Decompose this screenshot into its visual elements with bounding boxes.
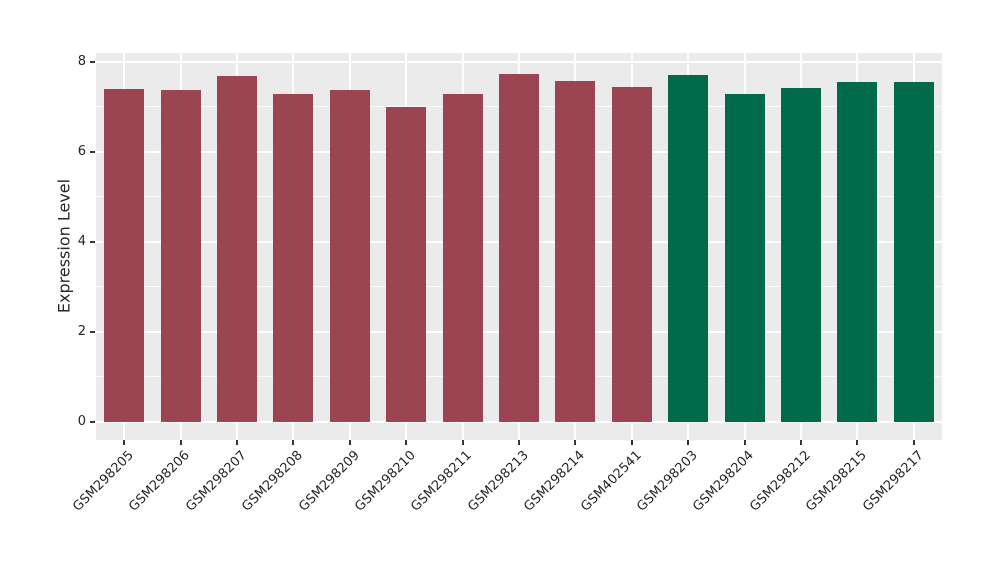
y-axis-tick xyxy=(90,60,95,63)
bar-GSM298207 xyxy=(217,76,257,422)
bar-GSM298210 xyxy=(386,106,427,422)
plot-panel xyxy=(96,53,942,440)
x-axis-tick xyxy=(123,440,126,445)
y-tick-label: 2 xyxy=(77,323,86,339)
bar-GSM298215 xyxy=(837,81,878,422)
x-axis-tick xyxy=(236,440,238,445)
bar-GSM298208 xyxy=(273,93,314,422)
bar-GSM298209 xyxy=(329,90,370,422)
bar-GSM298204 xyxy=(724,93,765,422)
bar-GSM402541 xyxy=(611,86,652,422)
x-axis-tick xyxy=(179,440,182,445)
bar-GSM298217 xyxy=(893,81,934,422)
y-tick-label: 6 xyxy=(77,143,86,159)
bar-GSM298203 xyxy=(668,75,709,422)
y-axis-tick xyxy=(90,150,95,153)
y-tick-label: 0 xyxy=(77,413,86,429)
x-axis-tick xyxy=(856,440,859,445)
y-tick-label: 8 xyxy=(77,53,86,69)
x-axis-tick xyxy=(461,440,464,445)
x-axis-tick xyxy=(743,440,746,445)
bar-GSM298211 xyxy=(442,93,483,422)
x-axis-tick xyxy=(574,440,577,445)
x-axis-tick xyxy=(292,440,295,445)
bar-GSM298213 xyxy=(499,73,539,422)
bar-GSM298206 xyxy=(160,90,201,422)
y-axis-tick xyxy=(90,420,95,423)
y-axis-tick xyxy=(90,330,95,333)
x-axis-tick xyxy=(800,440,802,445)
x-axis-tick xyxy=(518,440,520,445)
y-tick-label: 4 xyxy=(77,233,86,249)
x-axis-tick xyxy=(630,440,633,445)
x-axis-tick xyxy=(912,440,915,445)
x-axis-tick xyxy=(348,440,351,445)
x-axis-tick xyxy=(687,440,690,445)
bar-GSM298205 xyxy=(104,89,145,422)
bar-GSM298214 xyxy=(555,81,596,422)
x-axis-tick xyxy=(405,440,408,445)
bar-GSM298212 xyxy=(781,88,821,422)
y-axis-tick xyxy=(90,240,95,243)
